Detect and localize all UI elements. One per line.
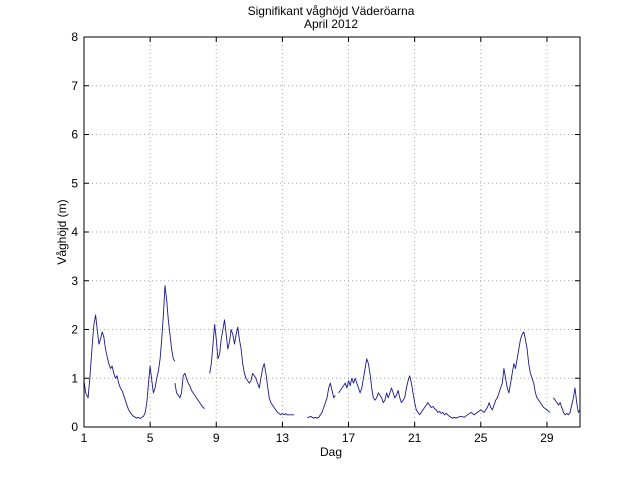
x-tick-label: 9 xyxy=(213,431,220,445)
series-line-segment xyxy=(174,372,205,409)
x-tick-label: 17 xyxy=(342,431,356,445)
chart-subtitle: April 2012 xyxy=(304,17,358,31)
series-line-segment xyxy=(307,382,336,419)
x-tick-label: 13 xyxy=(276,431,290,445)
y-tick-label: 5 xyxy=(71,176,78,190)
y-tick-label: 8 xyxy=(71,30,78,44)
x-tick-label: 1 xyxy=(81,431,88,445)
y-tick-label: 7 xyxy=(71,79,78,93)
x-axis-label: Dag xyxy=(320,445,342,459)
series-line-segment xyxy=(83,285,176,420)
x-tick-label: 25 xyxy=(474,431,488,445)
series-line-segment xyxy=(209,319,294,416)
chart-title: Signifikant våghöjd Väderöarna xyxy=(248,4,415,18)
plot-area xyxy=(83,285,581,420)
y-tick-label: 4 xyxy=(71,225,78,239)
x-tick-label: 29 xyxy=(540,431,554,445)
y-tick-label: 6 xyxy=(71,128,78,142)
y-tick-label: 1 xyxy=(71,371,78,385)
series-line-segment xyxy=(553,387,581,416)
y-tick-label: 3 xyxy=(71,274,78,288)
y-tick-label: 2 xyxy=(71,323,78,337)
y-axis-label: Våghöjd (m) xyxy=(55,199,69,264)
y-tick-label: 0 xyxy=(71,420,78,434)
x-tick-label: 21 xyxy=(408,431,422,445)
series-line-segment xyxy=(338,331,551,419)
x-tick-label: 5 xyxy=(147,431,154,445)
